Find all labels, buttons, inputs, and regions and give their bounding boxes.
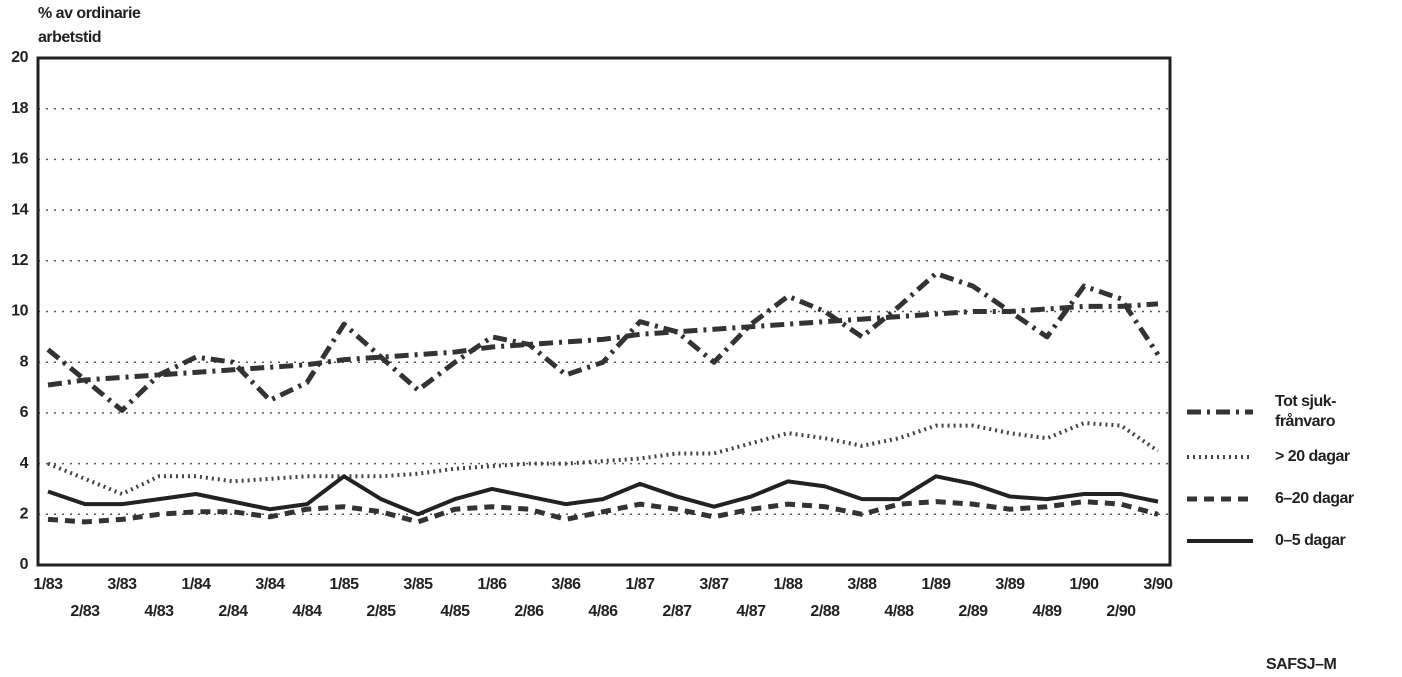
x-tick-label: 3/89 xyxy=(995,576,1025,593)
x-tick-label: 3/84 xyxy=(255,576,285,593)
x-tick-label: 4/87 xyxy=(736,603,766,620)
x-tick-label: 3/88 xyxy=(847,576,877,593)
data-line xyxy=(47,301,1159,388)
y-tick-label: 18 xyxy=(11,100,28,117)
y-tick-label: 4 xyxy=(20,455,29,472)
x-tick-label: 1/84 xyxy=(181,576,211,593)
x-tick-label: 2/84 xyxy=(218,603,248,620)
x-tick-label: 2/88 xyxy=(810,603,840,620)
plot-frame xyxy=(36,56,1172,567)
y-tick-label: 8 xyxy=(20,353,29,370)
x-tick-label: 2/85 xyxy=(366,603,396,620)
legend-label: Tot sjuk-frånvaro xyxy=(1275,393,1336,430)
y-tick-label: 10 xyxy=(11,303,28,320)
legend-item: 6–20 dagar xyxy=(1185,482,1400,516)
x-tick-label: 3/90 xyxy=(1143,576,1173,593)
legend-swatch xyxy=(1187,455,1253,459)
legend-label: > 20 dagar xyxy=(1275,448,1350,465)
x-tick-label: 1/89 xyxy=(921,576,951,593)
data-line xyxy=(47,474,1159,517)
y-axis-title: % av ordinarie arbetstid xyxy=(38,2,141,50)
data-line xyxy=(47,421,1160,497)
x-tick-label: 3/83 xyxy=(107,576,137,593)
x-tick-label: 4/83 xyxy=(144,603,174,620)
legend-swatch xyxy=(1187,409,1253,415)
x-tick-label: 3/85 xyxy=(403,576,433,593)
legend-item: > 20 dagar xyxy=(1185,440,1400,474)
x-tick-label: 4/84 xyxy=(292,603,322,620)
x-tick-label: 1/83 xyxy=(33,576,63,593)
y-axis-title-line: arbetstid xyxy=(38,29,102,46)
legend-label: 6–20 dagar xyxy=(1275,490,1354,507)
y-axis-title-line: % av ordinarie xyxy=(38,5,141,22)
x-tick-label: 3/86 xyxy=(551,576,581,593)
legend-swatch xyxy=(1187,496,1253,502)
x-tick-label: 1/87 xyxy=(625,576,655,593)
data-line xyxy=(47,499,1159,525)
x-tick-label: 4/89 xyxy=(1032,603,1062,620)
y-tick-label: 2 xyxy=(20,506,29,523)
legend-label: 0–5 dagar xyxy=(1275,532,1346,549)
x-tick-label: 2/86 xyxy=(514,603,544,620)
x-tick-label: 1/85 xyxy=(329,576,359,593)
x-tick-label: 2/83 xyxy=(70,603,100,620)
x-tick-label: 2/89 xyxy=(958,603,988,620)
x-tick-label: 4/85 xyxy=(440,603,470,620)
source-note: SAFSJ–M xyxy=(1266,656,1337,673)
y-tick-label: 6 xyxy=(20,404,29,421)
x-tick-label: 4/86 xyxy=(588,603,618,620)
legend-item: 0–5 dagar xyxy=(1185,524,1400,558)
legend-swatch xyxy=(1187,539,1253,543)
y-tick-label: 16 xyxy=(11,151,28,168)
y-tick-label: 14 xyxy=(11,201,28,218)
y-tick-label: 12 xyxy=(11,252,28,269)
x-tick-label: 1/88 xyxy=(773,576,803,593)
legend-item: Tot sjuk-frånvaro xyxy=(1185,392,1400,432)
y-tick-label: 20 xyxy=(11,49,28,66)
y-tick-label: 0 xyxy=(20,556,29,573)
x-tick-label: 4/88 xyxy=(884,603,914,620)
x-tick-label: 2/87 xyxy=(662,603,692,620)
x-tick-label: 3/87 xyxy=(699,576,729,593)
x-tick-label: 2/90 xyxy=(1106,603,1136,620)
x-tick-label: 1/86 xyxy=(477,576,507,593)
data-line xyxy=(46,270,1161,413)
legend: Tot sjuk-frånvaro > 20 dagar 6–20 dagar 0–5… xyxy=(1185,392,1400,566)
x-tick-label: 1/90 xyxy=(1069,576,1099,593)
